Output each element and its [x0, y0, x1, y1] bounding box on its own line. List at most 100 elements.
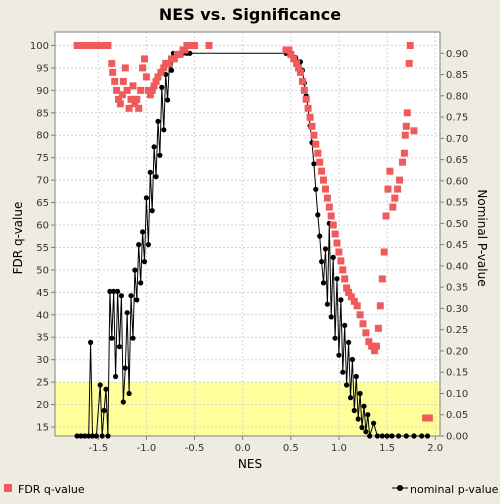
nominal-pvalue-point — [161, 127, 167, 133]
fdr-qvalue-point — [384, 185, 392, 193]
nominal-pvalue-point — [334, 276, 340, 282]
nominal-pvalue-point — [138, 280, 144, 286]
y-right-tick-label: 0.00 — [446, 432, 468, 443]
fdr-qvalue-point — [186, 42, 194, 49]
fdr-qvalue-point — [285, 46, 293, 54]
nominal-pvalue-point — [389, 433, 395, 439]
fdr-qvalue-point — [333, 239, 341, 247]
fdr-qvalue-point — [121, 64, 129, 72]
y-right-tick-label: 0.55 — [446, 198, 468, 209]
fdr-qvalue-point — [389, 203, 397, 211]
y-left-tick-label: 20 — [36, 400, 49, 411]
fdr-qvalue-point — [374, 324, 382, 332]
fdr-qvalue-point — [396, 176, 404, 184]
fdr-qvalue-point — [403, 109, 411, 117]
nominal-pvalue-point — [132, 267, 138, 273]
fdr-qvalue-point — [113, 86, 121, 94]
fdr-qvalue-point — [314, 149, 322, 157]
nominal-pvalue-point — [157, 152, 163, 158]
nominal-pvalue-point — [311, 161, 317, 167]
nominal-pvalue-point — [347, 395, 354, 401]
fdr-qvalue-point — [422, 414, 430, 422]
nominal-pvalue-point — [336, 352, 342, 358]
fdr-qvalue-point — [133, 95, 141, 103]
fdr-qvalue-point — [141, 55, 148, 63]
fdr-qvalue-point — [119, 77, 127, 85]
nominal-pvalue-point — [328, 314, 334, 320]
nominal-pvalue-point — [105, 433, 111, 439]
fdr-qvalue-point — [205, 42, 213, 49]
legend-fdr-marker — [4, 484, 12, 492]
x-tick-label: -1.0 — [137, 443, 157, 454]
fdr-qvalue-point — [89, 42, 96, 49]
fdr-qvalue-point — [92, 42, 100, 49]
y-right-tick-label: 0.20 — [446, 346, 468, 357]
fdr-qvalue-point — [322, 185, 329, 193]
fdr-qvalue-point — [160, 64, 168, 72]
nominal-pvalue-point — [324, 301, 330, 307]
nominal-pvalue-point — [338, 297, 344, 303]
fdr-qvalue-point — [135, 104, 143, 112]
fdr-qvalue-point — [108, 59, 116, 67]
nominal-pvalue-point — [319, 259, 325, 265]
nominal-pvalue-point — [349, 356, 355, 363]
y-right-tick-label: 0.30 — [446, 304, 468, 315]
y-left-tick-label: 65 — [36, 198, 49, 209]
fdr-qvalue-point — [295, 64, 302, 72]
nominal-pvalue-point — [340, 369, 346, 375]
fdr-qvalue-point — [308, 122, 316, 130]
nominal-pvalue-point — [126, 390, 132, 397]
fdr-qvalue-point — [373, 342, 380, 350]
nominal-pvalue-point — [141, 259, 148, 265]
nominal-pvalue-point — [97, 382, 103, 388]
fdr-qvalue-point — [335, 248, 343, 256]
nominal-pvalue-point — [130, 335, 136, 341]
fdr-qvalue-point — [148, 86, 156, 94]
legend-nominal-marker — [397, 485, 403, 491]
nominal-pvalue-point — [165, 97, 171, 103]
fdr-qvalue-point — [359, 320, 367, 328]
fdr-qvalue-point — [394, 185, 402, 193]
fdr-qvalue-point — [104, 42, 112, 49]
nominal-pvalue-point — [74, 433, 80, 439]
plot-border — [54, 31, 441, 437]
nominal-pvalue-point — [122, 365, 128, 371]
fdr-qvalue-point — [296, 68, 304, 76]
nominal-pvalue-point — [93, 433, 99, 439]
fdr-qvalue-point — [345, 288, 353, 296]
y-left-tick-label: 45 — [36, 288, 49, 299]
nominal-pvalue-point — [149, 208, 155, 214]
nominal-pvalue-point — [153, 174, 159, 180]
nominal-pvalue-point — [136, 242, 142, 248]
fdr-qvalue-point — [425, 414, 433, 422]
nominal-pvalue-point — [89, 433, 96, 439]
y-right-tick-label: 0.35 — [446, 283, 468, 294]
y-left-tick-label: 70 — [36, 176, 49, 187]
nominal-pvalue-point — [351, 407, 357, 414]
y-right-tick-label: 0.65 — [446, 155, 468, 166]
y-right-tick-label: 0.05 — [446, 410, 468, 421]
fdr-qvalue-point — [380, 248, 388, 256]
nominal-pvalue-point — [359, 424, 365, 431]
fdr-qvalue-point — [371, 347, 379, 355]
fdr-qvalue-point — [191, 42, 199, 49]
fdr-qvalue-point — [368, 342, 376, 350]
fdr-qvalue-point — [111, 77, 119, 85]
nominal-pvalue-point — [344, 382, 350, 388]
fdr-qvalue-point — [123, 86, 131, 94]
nominal-pvalue-point — [332, 335, 338, 341]
fdr-qvalue-point — [312, 140, 320, 148]
y-right-tick-label: 0.15 — [446, 368, 468, 379]
fdr-qvalue-point — [115, 95, 122, 103]
nominal-pvalue-point — [86, 433, 92, 439]
fdr-qvalue-point — [131, 100, 139, 108]
y-right-tick-label: 0.75 — [446, 113, 468, 124]
nominal-pvalue-point — [147, 169, 153, 175]
y-right-tick-label: 0.70 — [446, 134, 468, 145]
y-left-tick-label: 95 — [36, 63, 49, 74]
fdr-qvalue-point — [144, 86, 152, 94]
nominal-pvalue-point — [379, 433, 385, 439]
nominal-pvalue-point — [111, 288, 117, 294]
